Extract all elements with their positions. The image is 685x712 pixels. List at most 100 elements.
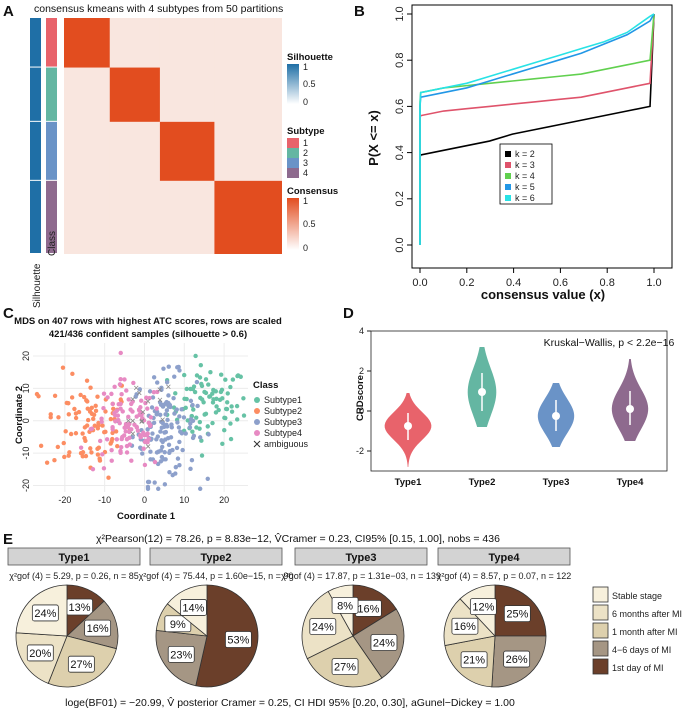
mds-point-subtype2: [93, 403, 98, 409]
mds-point-subtype3: [190, 402, 195, 408]
mds-point-subtype4: [142, 462, 148, 468]
violin-x-tick-label: Type1: [395, 477, 422, 488]
mds-point-ambiguous: [130, 396, 135, 402]
mds-point-subtype3: [151, 420, 157, 426]
ecdf-plot: 0.0 0.2 0.4 0.6 0.8 1.0 0.0 0.2 0.4 0.6 0.8 1.0 k = …: [394, 4, 673, 289]
pie-label-box: [164, 615, 192, 633]
mds-point-subtype1: [206, 382, 211, 387]
mds-point-subtype3: [164, 408, 170, 413]
mds-point-subtype1: [197, 419, 203, 425]
mds-point-subtype2: [115, 443, 120, 449]
mds-point-subtype3: [167, 469, 172, 475]
pie-label: 16%: [454, 621, 476, 633]
panel-label-d: D: [343, 305, 354, 322]
mds-point-ambiguous: [145, 444, 151, 449]
mds-point-subtype4: [128, 407, 133, 412]
mds-point-subtype1: [203, 377, 209, 382]
pie-strip: [437, 547, 571, 566]
pie-label-box: [180, 599, 207, 616]
mds-point-subtype4: [134, 414, 139, 419]
legend-consensus-gradient: [287, 198, 299, 250]
mds-point-subtype4: [119, 392, 124, 397]
mds-point-subtype3: [172, 411, 177, 416]
mds-point-subtype4: [131, 380, 136, 386]
legend-subtype-title: Subtype: [287, 126, 324, 137]
mds-point-subtype2: [102, 429, 107, 435]
mds-point-subtype4: [99, 416, 104, 421]
mds-point-subtype3: [162, 450, 167, 455]
mds-point-subtype4: [112, 410, 117, 416]
ecdf-legend-swatch: [505, 184, 511, 190]
pie-label: 20%: [29, 648, 51, 660]
mds-point-subtype4: [122, 425, 127, 430]
mds-point-subtype2: [78, 392, 83, 398]
mds-point-subtype3: [187, 425, 193, 430]
mds-x-tick-label: -10: [98, 495, 111, 505]
mds-point-subtype2: [66, 453, 71, 458]
mds-point-subtype3: [206, 432, 211, 437]
legend-consensus-tick: 0: [303, 243, 308, 253]
heatmap-block-1: [64, 18, 110, 68]
mds-point-ambiguous: [145, 399, 151, 404]
mds-point-subtype2: [60, 365, 66, 370]
pie-label: 16%: [357, 603, 379, 615]
mds-point-subtype3: [166, 364, 171, 369]
mds-legend-label: Subtype1: [264, 395, 302, 405]
mds-x-tick-label: -20: [58, 495, 71, 505]
mds-point-subtype4: [137, 408, 142, 413]
pie-label-box: [469, 598, 497, 616]
panel-label-b: B: [354, 3, 365, 20]
ecdf-y-tick-label: 0.8: [394, 53, 406, 68]
mds-point-subtype3: [147, 389, 153, 394]
mds-point-subtype1: [191, 407, 196, 412]
pie-label-box: [451, 617, 479, 635]
violin-frame: [370, 330, 668, 472]
pie-top-stat: χ²Pearson(12) = 78.26, p = 8.83e−12, V̂C…: [96, 531, 500, 545]
mds-point-subtype3: [148, 449, 153, 454]
mds-point-subtype4: [135, 428, 141, 433]
mds-point-subtype2: [108, 441, 113, 446]
mds-point-subtype4: [118, 406, 123, 411]
mds-point-subtype4: [117, 382, 123, 387]
mds-point-subtype1: [197, 426, 202, 431]
mds-point-subtype3: [177, 462, 182, 468]
legend-silhouette-tick: 0.5: [303, 79, 316, 89]
pie-legend-label: 1st day of MI: [612, 663, 664, 673]
mds-point-subtype1: [190, 386, 196, 392]
mds-point-subtype2: [68, 431, 74, 437]
panel-c-mds: C MDS on 407 rows with highest ATC score…: [3, 305, 309, 522]
ecdf-x-tick-label: 0.6: [553, 277, 568, 289]
mds-point-subtype2: [61, 440, 66, 446]
mds-point-subtype1: [234, 403, 240, 409]
legend-silhouette-tick: 0: [303, 97, 308, 107]
mds-point-subtype3: [191, 433, 197, 439]
pie-label-box: [31, 604, 59, 622]
mds-point-subtype3: [194, 379, 200, 385]
mds-point-subtype1: [211, 397, 216, 402]
mds-point-subtype1: [199, 438, 204, 443]
mds-title-line1: MDS on 407 rows with highest ATC scores,…: [14, 316, 282, 327]
mds-point-subtype2: [118, 397, 123, 402]
mds-point-subtype2: [110, 436, 115, 442]
mds-point-subtype1: [241, 413, 247, 418]
mds-point-subtype1: [225, 400, 230, 405]
mds-point-ambiguous: [157, 397, 163, 403]
pie-label: 12%: [472, 602, 494, 614]
ecdf-x-tick-label: 0.4: [506, 277, 521, 289]
panel-e-pies: E χ²Pearson(12) = 78.26, p = 8.83e−12, V…: [3, 531, 682, 709]
pie-stat: χ²gof (4) = 8.57, p = 0.07, n = 122: [437, 571, 572, 581]
mds-point-subtype4: [118, 350, 123, 356]
pie-label: 25%: [506, 609, 528, 621]
ecdf-frame: [411, 4, 673, 269]
pie-label: 14%: [182, 602, 204, 614]
mds-point-subtype3: [167, 450, 172, 455]
pie-legend-swatch: [592, 658, 609, 675]
mds-point-subtype4: [101, 405, 106, 411]
mds-point-subtype2: [38, 443, 44, 449]
mds-point-subtype3: [163, 437, 168, 442]
mds-point-subtype4: [99, 419, 104, 425]
mds-point-subtype2: [67, 450, 72, 455]
mds-point-subtype3: [174, 407, 179, 412]
